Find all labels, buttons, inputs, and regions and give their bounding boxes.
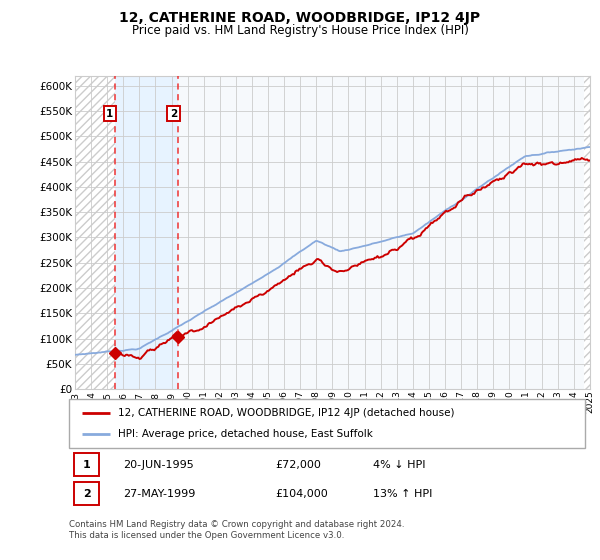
Text: £72,000: £72,000	[275, 460, 321, 470]
Bar	[74, 453, 99, 476]
Text: £104,000: £104,000	[275, 489, 328, 498]
Bar	[115, 76, 178, 389]
Text: 4% ↓ HPI: 4% ↓ HPI	[373, 460, 426, 470]
Text: Price paid vs. HM Land Registry's House Price Index (HPI): Price paid vs. HM Land Registry's House …	[131, 24, 469, 36]
Text: 2: 2	[170, 109, 177, 119]
Text: 1: 1	[83, 460, 91, 470]
Text: 12, CATHERINE ROAD, WOODBRIDGE, IP12 4JP: 12, CATHERINE ROAD, WOODBRIDGE, IP12 4JP	[119, 11, 481, 25]
Text: 20-JUN-1995: 20-JUN-1995	[123, 460, 194, 470]
Text: 27-MAY-1999: 27-MAY-1999	[123, 489, 196, 498]
Bar	[584, 76, 590, 389]
Bar	[75, 76, 115, 389]
Text: 12, CATHERINE ROAD, WOODBRIDGE, IP12 4JP (detached house): 12, CATHERINE ROAD, WOODBRIDGE, IP12 4JP…	[118, 408, 455, 418]
Bar	[178, 76, 584, 389]
Text: 13% ↑ HPI: 13% ↑ HPI	[373, 489, 433, 498]
Text: HPI: Average price, detached house, East Suffolk: HPI: Average price, detached house, East…	[118, 429, 373, 439]
Text: 2: 2	[83, 489, 91, 498]
Bar	[74, 482, 99, 505]
Text: 1: 1	[106, 109, 113, 119]
Text: Contains HM Land Registry data © Crown copyright and database right 2024.
This d: Contains HM Land Registry data © Crown c…	[69, 520, 404, 540]
